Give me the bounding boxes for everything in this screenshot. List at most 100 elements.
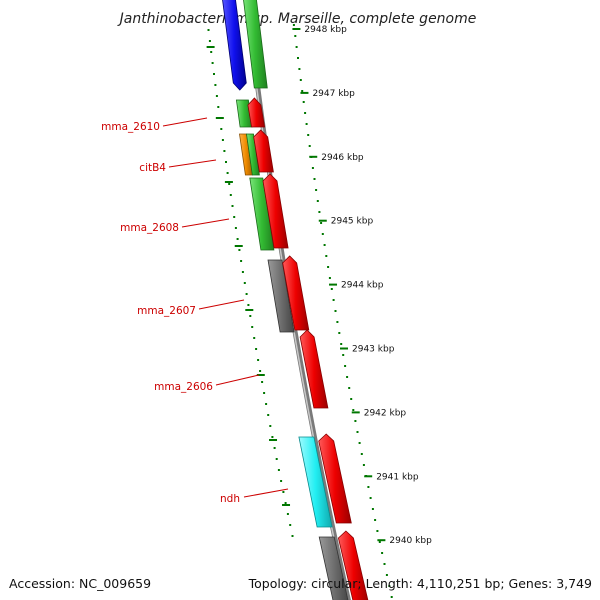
scale-dot: [225, 161, 227, 163]
scale-dot: [277, 469, 280, 471]
gene-label-leader: [162, 117, 208, 127]
scale-ticks: 2948 kbp 2947 kbp 2946 kbp 2945 kbp 2944 kbp…: [206, 25, 432, 546]
scale-dot: [318, 211, 321, 213]
scale-dot: [334, 310, 337, 312]
gene-label-leader: [168, 159, 217, 168]
scale-dot: [316, 200, 319, 202]
scale-dot: [211, 62, 214, 64]
scale-dot: [371, 508, 374, 510]
scale-dot: [383, 563, 386, 565]
tick-label: 2946 kbp: [321, 153, 364, 163]
gene-label: mma_2608: [120, 222, 179, 234]
gene-feature-red: [282, 255, 310, 331]
scale-dot: [323, 244, 326, 246]
scale-dot: [369, 497, 372, 499]
scale-dot: [311, 167, 314, 169]
scale-dot: [308, 145, 311, 147]
scale-dot: [295, 46, 298, 48]
scale-dot: [325, 255, 328, 257]
scale-dot: [263, 392, 266, 394]
scale-dot: [358, 442, 361, 444]
scale-dot: [240, 260, 243, 262]
scale-dot: [251, 326, 254, 328]
scale-dot: [294, 35, 297, 37]
scale-dot: [282, 491, 285, 493]
scale-dot: [378, 541, 381, 543]
scale-dot: [302, 101, 305, 103]
scale-dot: [338, 332, 341, 334]
gene-label-leader: [215, 374, 260, 386]
gene-feature-blue: [222, 0, 247, 91]
scale-dot: [374, 519, 377, 521]
scale-dot: [255, 348, 258, 350]
scale-dot: [292, 24, 295, 26]
scale-dot: [376, 530, 379, 532]
tick-label: 2941 kbp: [376, 472, 419, 482]
scale-dot: [236, 238, 239, 240]
tick-label: 2945 kbp: [331, 217, 374, 227]
gene-feature-green: [246, 133, 260, 176]
tick-label: 2948 kbp: [304, 25, 347, 35]
tick-label: 2943 kbp: [352, 345, 395, 355]
scale-dot: [340, 343, 343, 345]
scale-dot: [238, 249, 241, 251]
scale-dot: [213, 73, 215, 75]
scale-dot: [229, 194, 232, 196]
scale-dot: [328, 277, 331, 279]
tick-label: 2947 kbp: [312, 89, 355, 99]
scale-dot: [207, 29, 210, 31]
scale-dot: [226, 172, 229, 174]
scale-dot: [214, 84, 217, 86]
scale-dot: [298, 68, 301, 70]
gene-feature-red: [247, 97, 266, 128]
scale-dot: [304, 112, 307, 114]
scale-dot: [275, 458, 278, 460]
scale-dot: [346, 376, 349, 378]
scale-dot: [247, 304, 250, 306]
scale-dot: [208, 40, 211, 42]
tick-label: 2940 kbp: [389, 536, 432, 546]
scale-dot: [297, 57, 299, 59]
scale-dot: [390, 596, 393, 598]
gene-label: mma_2606: [154, 381, 213, 393]
scale-dot: [228, 183, 231, 185]
scale-dot: [220, 128, 223, 130]
scale-dot: [286, 513, 289, 515]
scale-dot: [342, 354, 345, 356]
gene-feature-red: [262, 173, 289, 249]
scale-dot: [301, 90, 304, 92]
scale-dot: [259, 370, 262, 372]
scale-dot: [360, 453, 363, 455]
gene-feature-red: [299, 329, 329, 409]
scale-dot: [280, 480, 283, 482]
scale-dot: [233, 216, 236, 218]
gene-feature-gray: [267, 259, 295, 333]
scale-dot: [315, 189, 318, 191]
gene-label: mma_2610: [101, 121, 160, 133]
gene-feature-gray: [318, 536, 349, 600]
gene-feature-red: [253, 129, 274, 173]
scale-dot: [327, 266, 330, 268]
scale-dot: [299, 79, 302, 81]
scale-dot: [267, 414, 270, 416]
scale-dot: [385, 574, 388, 576]
scale-dot: [217, 106, 220, 108]
gene-label-leader: [243, 488, 289, 498]
map-title: Janthinobacterium sp. Marseille, complet…: [117, 11, 477, 27]
scale-dot: [261, 381, 264, 383]
scale-dot: [307, 134, 310, 136]
tick-label: 2944 kbp: [341, 281, 384, 291]
gene-label: mma_2607: [137, 305, 196, 317]
scale-dot: [350, 398, 353, 400]
gene-label: citB4: [139, 162, 166, 174]
scale-dot: [243, 282, 246, 284]
scale-dot: [223, 150, 226, 152]
scale-dot: [221, 139, 224, 141]
genome-summary-text: Topology: circular; Length: 4,110,251 bp…: [248, 576, 592, 591]
scale-dot: [291, 535, 294, 537]
scale-dot: [241, 271, 244, 273]
scale-dot: [253, 337, 256, 339]
scale-dot: [234, 227, 237, 229]
scale-dot: [367, 486, 370, 488]
